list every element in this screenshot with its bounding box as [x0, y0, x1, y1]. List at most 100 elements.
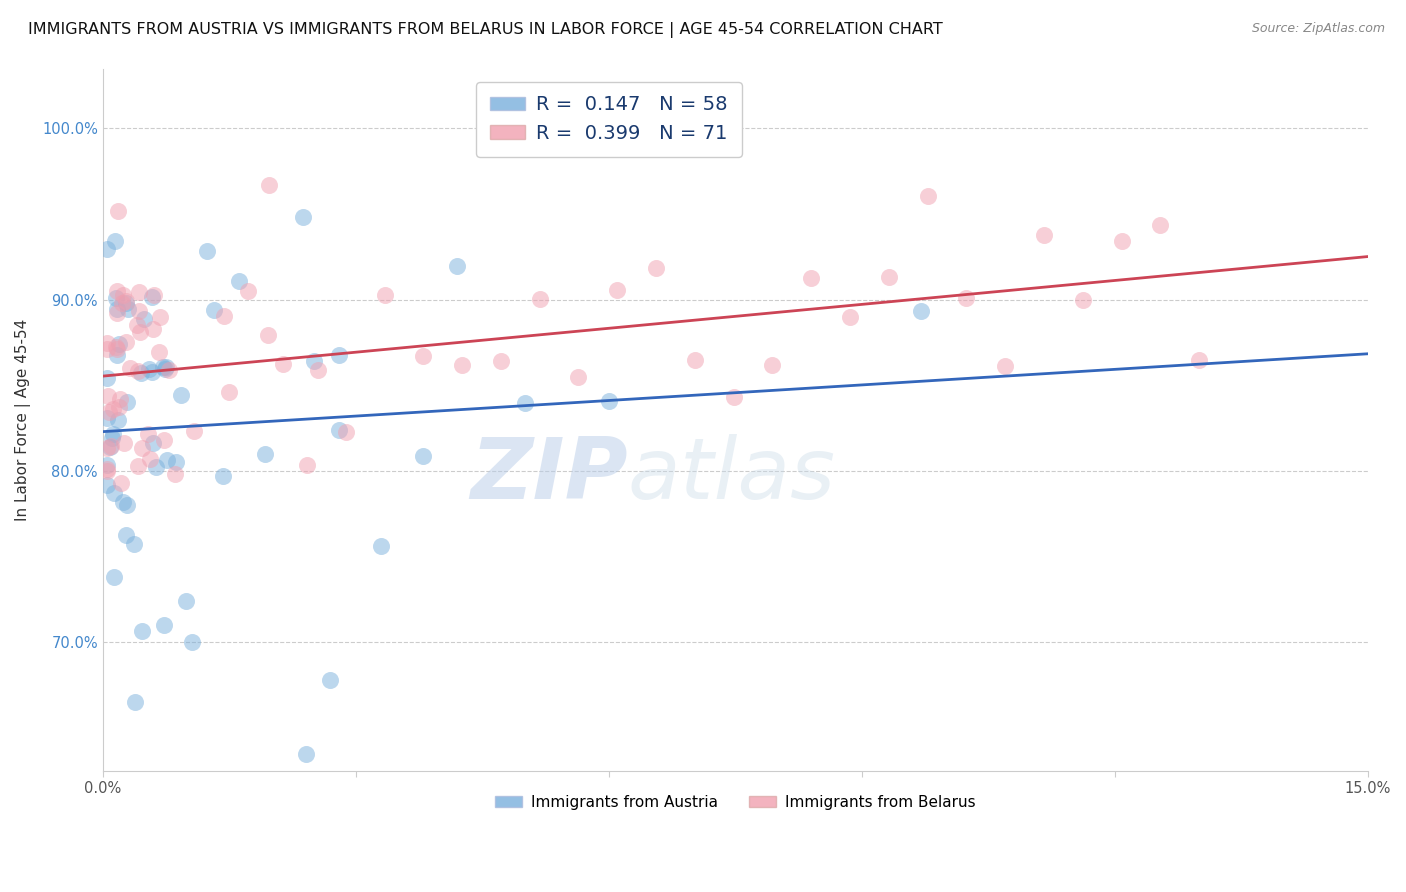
Text: atlas: atlas [628, 434, 835, 517]
Point [446, 260, 468, 274]
Point [101, 426, 124, 441]
Point [212, 309, 235, 323]
Point [236, 284, 259, 298]
Point [112, 495, 135, 509]
Point [165, 467, 187, 481]
Point [183, 424, 205, 438]
Point [218, 384, 240, 399]
Point [598, 393, 620, 408]
Legend: Immigrants from Austria, Immigrants from Belarus: Immigrants from Austria, Immigrants from… [488, 789, 983, 815]
Point [131, 624, 153, 638]
Point [148, 345, 170, 359]
Point [228, 274, 250, 288]
Point [129, 366, 152, 380]
Point [529, 292, 551, 306]
Point [645, 260, 668, 275]
Point [120, 361, 142, 376]
Point [96, 464, 118, 478]
Point [257, 178, 280, 192]
Point [839, 310, 862, 325]
Point [96, 458, 118, 472]
Point [105, 284, 128, 298]
Point [105, 342, 128, 356]
Point [917, 189, 939, 203]
Point [108, 400, 131, 414]
Point [292, 211, 315, 225]
Point [606, 283, 628, 297]
Point [125, 318, 148, 332]
Point [117, 302, 139, 317]
Point [174, 594, 197, 608]
Point [107, 413, 129, 427]
Point [96, 462, 118, 476]
Point [108, 337, 131, 351]
Point [128, 326, 150, 340]
Point [96, 441, 118, 455]
Point [108, 392, 131, 406]
Point [138, 362, 160, 376]
Point [153, 618, 176, 632]
Point [122, 537, 145, 551]
Point [97, 389, 120, 403]
Point [153, 433, 176, 447]
Point [142, 436, 165, 450]
Point [155, 359, 177, 374]
Point [105, 301, 128, 316]
Point [1071, 293, 1094, 308]
Point [100, 439, 122, 453]
Point [302, 354, 325, 368]
Point [145, 460, 167, 475]
Point [328, 424, 350, 438]
Point [96, 342, 118, 356]
Point [149, 310, 172, 324]
Point [1033, 227, 1056, 242]
Point [117, 498, 139, 512]
Text: ZIP: ZIP [470, 434, 628, 517]
Point [328, 348, 350, 362]
Point [202, 303, 225, 318]
Point [96, 410, 118, 425]
Point [567, 370, 589, 384]
Point [253, 447, 276, 461]
Point [127, 364, 149, 378]
Point [257, 328, 280, 343]
Point [273, 357, 295, 371]
Point [139, 452, 162, 467]
Point [115, 296, 138, 310]
Y-axis label: In Labor Force | Age 45-54: In Labor Force | Age 45-54 [15, 318, 31, 521]
Point [307, 363, 329, 377]
Point [127, 459, 149, 474]
Point [115, 527, 138, 541]
Point [156, 453, 179, 467]
Point [955, 291, 977, 305]
Point [761, 358, 783, 372]
Point [141, 365, 163, 379]
Point [295, 747, 318, 761]
Point [104, 340, 127, 354]
Point [96, 242, 118, 256]
Point [1111, 234, 1133, 248]
Point [142, 322, 165, 336]
Point [141, 290, 163, 304]
Point [412, 349, 434, 363]
Point [104, 235, 127, 249]
Point [373, 288, 395, 302]
Point [152, 359, 174, 374]
Point [132, 312, 155, 326]
Point [180, 635, 202, 649]
Point [105, 291, 128, 305]
Point [110, 475, 132, 490]
Point [100, 431, 122, 445]
Point [98, 405, 121, 419]
Point [112, 436, 135, 450]
Point [1188, 353, 1211, 368]
Point [157, 363, 180, 377]
Point [165, 455, 187, 469]
Point [136, 426, 159, 441]
Point [683, 352, 706, 367]
Point [128, 304, 150, 318]
Point [451, 358, 474, 372]
Point [370, 539, 392, 553]
Point [319, 673, 342, 688]
Point [910, 304, 932, 318]
